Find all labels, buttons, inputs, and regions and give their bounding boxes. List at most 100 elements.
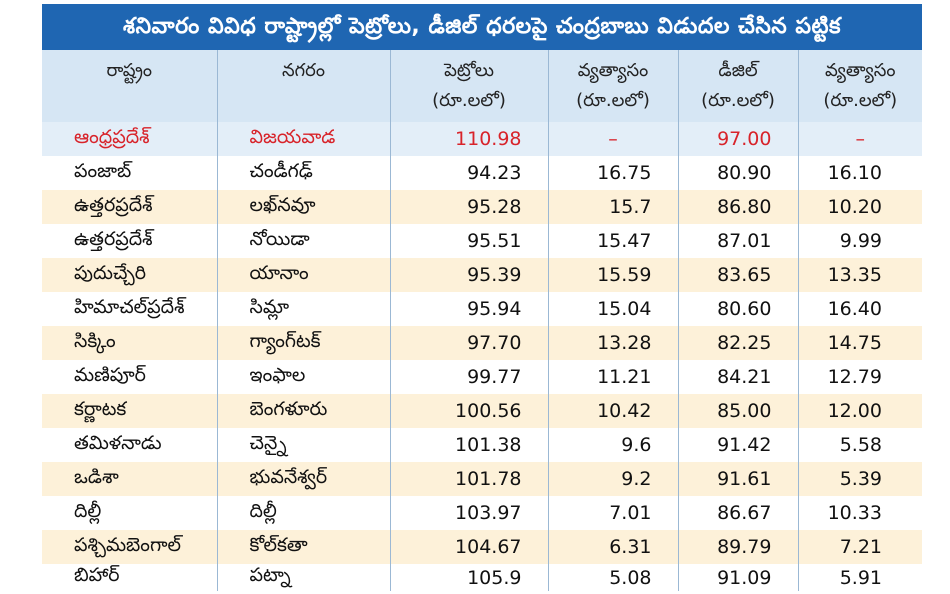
diesel-price-cell: 97.00 [678, 122, 799, 156]
header-petrol: పెట్రోలు (రూ.లలో) [390, 50, 549, 122]
table-row-highlight: ఆంధ్రప్రదేశ్ విజయవాడ 110.98–97.00– [42, 122, 922, 156]
state-cell: ఒడిశా [42, 462, 218, 496]
city-cell: యానాం [217, 258, 391, 292]
petrol-price-cell: 97.70 [390, 326, 549, 360]
diesel-diff-cell: 12.79 [798, 360, 922, 394]
diesel-price-cell: 80.60 [678, 292, 799, 326]
header-state: రాష్ట్రం [42, 50, 218, 122]
petrol-diff-cell: 16.75 [548, 156, 679, 190]
city-cell: దిల్లీ [217, 496, 391, 530]
petrol-price-cell: 99.77 [390, 360, 549, 394]
fuel-price-table: రాష్ట్రం నగరం పెట్రోలు (రూ.లలో) వ్యత్యాసం… [42, 50, 922, 591]
petrol-diff-cell: 9.6 [548, 428, 679, 462]
city-cell: పట్నా [217, 564, 391, 591]
state-cell: సిక్కిం [42, 326, 218, 360]
city-cell: ఇంఫాల [217, 360, 391, 394]
table-row: ఉత్తరప్రదేశ్ నోయిడా 95.51 15.47 87.01 9.99 [42, 224, 922, 258]
table-header: రాష్ట్రం నగరం పెట్రోలు (రూ.లలో) వ్యత్యాసం… [42, 50, 922, 122]
table-row: పంజాబ్ చండీగఢ్ 94.23 16.75 80.90 16.10 [42, 156, 922, 190]
city-cell: సిమ్లా [217, 292, 391, 326]
petrol-diff-cell: 13.28 [548, 326, 679, 360]
petrol-diff-cell: 5.08 [548, 564, 679, 591]
diesel-diff-cell: 16.40 [798, 292, 922, 326]
diesel-price-cell: 91.09 [678, 564, 799, 591]
diesel-diff-cell: 16.10 [798, 156, 922, 190]
diesel-diff-cell: 7.21 [798, 530, 922, 564]
petrol-diff-cell: 15.59 [548, 258, 679, 292]
table-row: బిహార్ పట్నా 105.9 5.08 91.09 5.91 [42, 564, 922, 591]
table-row: దిల్లీ దిల్లీ 103.97 7.01 86.67 10.33 [42, 496, 922, 530]
diesel-price-cell: 86.80 [678, 190, 799, 224]
state-cell: కర్ణాటక [42, 394, 218, 428]
petrol-price-cell: 95.39 [390, 258, 549, 292]
table-row: మణిపూర్ ఇంఫాల 99.77 11.21 84.21 12.79 [42, 360, 922, 394]
diesel-price-cell: 82.25 [678, 326, 799, 360]
table-row: తమిళనాడు చెన్నై 101.38 9.6 91.42 5.58 [42, 428, 922, 462]
diesel-diff-cell: 10.20 [798, 190, 922, 224]
table-row: కర్ణాటక బెంగళూరు 100.56 10.42 85.00 12.00 [42, 394, 922, 428]
petrol-price-cell: 110.98 [390, 122, 549, 156]
petrol-price-cell: 100.56 [390, 394, 549, 428]
petrol-diff-cell: 10.42 [548, 394, 679, 428]
petrol-price-cell: 95.51 [390, 224, 549, 258]
petrol-price-cell: 94.23 [390, 156, 549, 190]
petrol-diff-cell: 9.2 [548, 462, 679, 496]
diesel-price-cell: 89.79 [678, 530, 799, 564]
petrol-price-cell: 101.78 [390, 462, 549, 496]
header-petrol-diff: వ్యత్యాసం (రూ.లలో) [548, 50, 679, 122]
diesel-price-cell: 85.00 [678, 394, 799, 428]
state-cell: ఆంధ్రప్రదేశ్ [42, 122, 218, 156]
table-row: పశ్చిమబెంగాల్ కోల్‌కతా 104.67 6.31 89.79 7.21 [42, 530, 922, 564]
header-city: నగరం [217, 50, 391, 122]
city-cell: బెంగళూరు [217, 394, 391, 428]
petrol-price-cell: 104.67 [390, 530, 549, 564]
table-row: సిక్కిం గ్యాంగ్‌టక్ 97.70 13.28 82.25 14.75 [42, 326, 922, 360]
header-diesel: డీజిల్ (రూ.లలో) [678, 50, 799, 122]
petrol-price-cell: 105.9 [390, 564, 549, 591]
state-cell: పంజాబ్ [42, 156, 218, 190]
table-row: హిమాచల్‌ప్రదేశ్ సిమ్లా 95.94 15.04 80.60 16.4… [42, 292, 922, 326]
diesel-diff-cell: 9.99 [798, 224, 922, 258]
diesel-price-cell: 84.21 [678, 360, 799, 394]
diesel-price-cell: 83.65 [678, 258, 799, 292]
petrol-price-cell: 95.28 [390, 190, 549, 224]
petrol-diff-cell: 6.31 [548, 530, 679, 564]
diesel-price-cell: 87.01 [678, 224, 799, 258]
diesel-price-cell: 91.42 [678, 428, 799, 462]
city-cell: చెన్నై [217, 428, 391, 462]
table-title: శనివారం వివిధ రాష్ట్రాల్లో పెట్రోలు, డీజ… [42, 4, 922, 50]
city-cell: కోల్‌కతా [217, 530, 391, 564]
price-table-card: శనివారం వివిధ రాష్ట్రాల్లో పెట్రోలు, డీజ… [42, 4, 922, 594]
diesel-price-cell: 80.90 [678, 156, 799, 190]
petrol-diff-cell: 15.04 [548, 292, 679, 326]
city-cell: భువనేశ్వర్ [217, 462, 391, 496]
petrol-price-cell: 103.97 [390, 496, 549, 530]
state-cell: పశ్చిమబెంగాల్ [42, 530, 218, 564]
table-body: ఆంధ్రప్రదేశ్ విజయవాడ 110.98–97.00– పంజాబ్ చం… [42, 122, 922, 591]
state-cell: హిమాచల్‌ప్రదేశ్ [42, 292, 218, 326]
diesel-diff-cell: 5.39 [798, 462, 922, 496]
petrol-diff-cell: 15.7 [548, 190, 679, 224]
diesel-diff-cell: 5.91 [798, 564, 922, 591]
city-cell: విజయవాడ [217, 122, 391, 156]
diesel-diff-cell: – [798, 122, 922, 156]
petrol-diff-cell: 7.01 [548, 496, 679, 530]
state-cell: తమిళనాడు [42, 428, 218, 462]
state-cell: మణిపూర్ [42, 360, 218, 394]
diesel-diff-cell: 14.75 [798, 326, 922, 360]
diesel-diff-cell: 13.35 [798, 258, 922, 292]
table-row: ఉత్తరప్రదేశ్ లఖ్‌నవూ 95.28 15.7 86.80 10.20 [42, 190, 922, 224]
diesel-diff-cell: 5.58 [798, 428, 922, 462]
petrol-diff-cell: – [548, 122, 679, 156]
petrol-price-cell: 101.38 [390, 428, 549, 462]
table-row: పుదుచ్చేరి యానాం 95.39 15.59 83.65 13.35 [42, 258, 922, 292]
city-cell: గ్యాంగ్‌టక్ [217, 326, 391, 360]
state-cell: ఉత్తరప్రదేశ్ [42, 224, 218, 258]
city-cell: చండీగఢ్ [217, 156, 391, 190]
city-cell: లఖ్‌నవూ [217, 190, 391, 224]
petrol-diff-cell: 15.47 [548, 224, 679, 258]
city-cell: నోయిడా [217, 224, 391, 258]
state-cell: ఉత్తరప్రదేశ్ [42, 190, 218, 224]
diesel-diff-cell: 10.33 [798, 496, 922, 530]
table-row: ఒడిశా భువనేశ్వర్ 101.78 9.2 91.61 5.39 [42, 462, 922, 496]
